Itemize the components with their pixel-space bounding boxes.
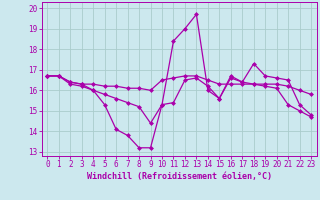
X-axis label: Windchill (Refroidissement éolien,°C): Windchill (Refroidissement éolien,°C) (87, 172, 272, 181)
